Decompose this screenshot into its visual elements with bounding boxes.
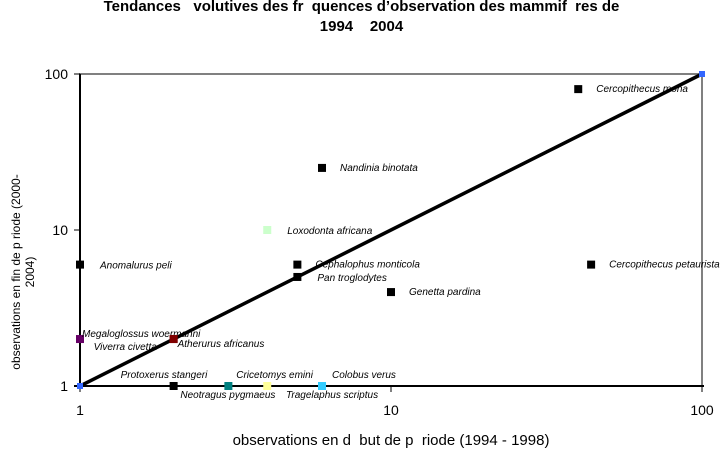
reference-line <box>79 72 703 388</box>
point-label: Tragelaphus scriptus <box>286 390 378 401</box>
data-point <box>318 382 327 390</box>
point-label: Genetta pardina <box>409 287 481 298</box>
point-label: Cercopithecus mona <box>596 84 688 95</box>
chart-title: Tendances volutives des fr quences d’obs… <box>0 0 723 37</box>
x-tick-label: 100 <box>690 402 714 418</box>
point-label: Colobus verus <box>332 370 396 381</box>
x-tick-label: 10 <box>383 402 399 418</box>
y-tick-label: 100 <box>45 66 69 82</box>
data-point <box>76 260 84 269</box>
point-label: Cercopithecus petaurista <box>609 260 720 271</box>
y-tick-label: 10 <box>52 222 68 238</box>
point-label: Protoxerus stangeri <box>121 370 208 381</box>
y-axis-label-line-2: 2004) <box>23 257 37 288</box>
data-point <box>587 260 596 269</box>
title-line-2: 1994 2004 <box>319 18 404 35</box>
x-tick-label: 1 <box>76 402 84 418</box>
point-label: Viverra civetta <box>94 342 158 353</box>
title-line-1: Tendances volutives des fr quences d’obs… <box>103 0 620 15</box>
point-label: Neotragus pygmaeus <box>180 390 275 401</box>
data-point <box>387 288 395 297</box>
data-point <box>263 382 272 390</box>
data-point <box>293 272 302 281</box>
point-label: Pan troglodytes <box>317 273 387 284</box>
data-point <box>293 260 302 269</box>
point-label: Cricetomys emini <box>236 370 313 381</box>
point-label: Atherurus africanus <box>177 339 265 350</box>
data-point <box>224 382 233 390</box>
point-label: Megaloglossus woermanni <box>82 329 201 340</box>
point-label: Nandinia binotata <box>340 163 418 174</box>
x-axis-label: observations en d but de p riode (1994 -… <box>233 432 550 449</box>
reference-line-endpoint <box>77 383 83 389</box>
data-point <box>318 163 327 172</box>
point-label: Anomalurus peli <box>99 261 172 272</box>
y-tick-label: 1 <box>60 378 68 394</box>
point-label: Cephalophus monticola <box>315 260 420 271</box>
y-axis-label-line-1: observations en fin de p riode (2000- <box>9 174 23 369</box>
data-point <box>169 382 178 390</box>
point-label: Loxodonta africana <box>287 226 373 237</box>
data-point <box>76 335 84 344</box>
reference-line-endpoint <box>699 71 705 77</box>
data-point <box>169 335 178 344</box>
data-point <box>574 85 583 94</box>
data-point <box>263 226 272 234</box>
